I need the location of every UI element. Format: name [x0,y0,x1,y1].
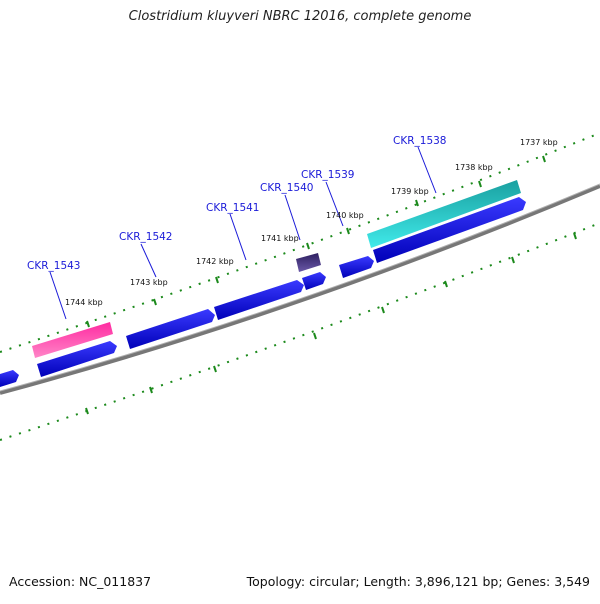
cds-track [0,197,526,387]
gene-label-leaders [49,146,437,320]
cds-arrow[interactable] [214,280,304,320]
gene-label-ckr-1543[interactable]: CKR_1543 [27,260,80,272]
cds-arrow[interactable] [373,197,526,263]
cds-arrow[interactable] [126,309,215,349]
outer-major-ticks [86,155,546,328]
accession-text: Accession: NC_011837 [9,574,152,589]
kbp-label: 1738 kbp [455,163,493,172]
gene-ckr-1540-feature[interactable] [296,253,321,272]
cds-arrow[interactable] [302,272,326,290]
kbp-label: 1740 kbp [326,211,364,220]
inner-major-ticks [85,232,577,415]
genome-backbone [0,184,600,395]
map-title: Clostridium kluyveri NBRC 12016, complet… [128,9,472,24]
gene-ckr-1543-feature[interactable] [32,322,113,358]
gene-label-ckr-1538[interactable]: CKR_1538 [393,135,446,147]
outer-tick-ring [0,132,600,353]
gene-label-ckr-1542[interactable]: CKR_1542 [119,231,172,243]
kbp-label: 1739 kbp [391,187,429,196]
kbp-label: 1741 kbp [261,234,299,243]
kbp-label: 1742 kbp [196,257,234,266]
kbp-label: 1737 kbp [520,138,558,147]
genome-summary-text: Topology: circular; Length: 3,896,121 bp… [246,574,590,589]
gene-ckr-1538-feature[interactable] [367,180,521,248]
kbp-label: 1744 kbp [65,298,103,307]
gene-label-ckr-1540[interactable]: CKR_1540 [260,182,313,194]
cds-arrow[interactable] [339,256,374,278]
kbp-label: 1743 kbp [130,278,168,287]
gene-label-ckr-1541[interactable]: CKR_1541 [206,202,259,214]
cds-arrow[interactable] [37,341,117,377]
cds-arrow[interactable] [0,370,19,387]
gene-label-ckr-1539[interactable]: CKR_1539 [301,169,354,181]
